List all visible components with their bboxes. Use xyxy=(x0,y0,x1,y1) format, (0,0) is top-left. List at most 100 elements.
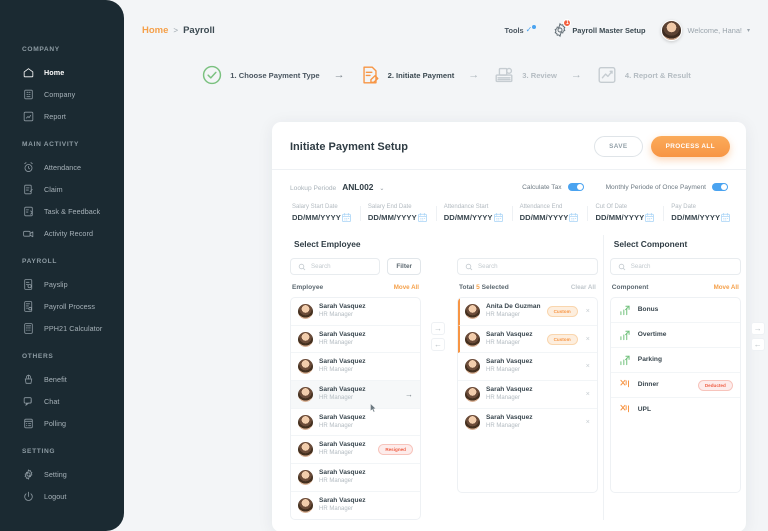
list-item[interactable]: Sarah Vasquez HR Manager × xyxy=(458,353,597,382)
date-field-salary-start-date[interactable]: Salary Start Date DD/MM/YYYY xyxy=(284,204,360,223)
employee-name: Sarah Vasquez xyxy=(319,358,366,366)
sidebar-item-attendance[interactable]: Attendance xyxy=(0,156,124,178)
employee-filter-button[interactable]: Filter xyxy=(387,258,421,275)
list-item[interactable]: Sarah Vasquez HR Manager xyxy=(291,492,420,519)
calendar-icon[interactable] xyxy=(644,212,655,223)
step-2[interactable]: 2. Initiate Payment xyxy=(359,64,454,86)
sidebar-item-benefit[interactable]: Benefit xyxy=(0,368,124,390)
tools-button[interactable]: Tools ✓ xyxy=(505,24,537,35)
benefit-plant-icon xyxy=(22,373,35,386)
sidebar-item-activity-record[interactable]: Activity Record xyxy=(0,222,124,244)
list-item[interactable]: Sarah Vasquez HR Manager xyxy=(291,409,420,437)
calendar-icon[interactable] xyxy=(341,212,352,223)
list-item[interactable]: Sarah Vasquez HR Manager Resigned xyxy=(291,436,420,465)
process-all-button[interactable]: PROCESS ALL xyxy=(650,136,730,157)
toggle-monthly-periode-of-once-payment[interactable]: Monthly Periode of Once Payment xyxy=(606,183,728,191)
avatar xyxy=(465,414,480,430)
move-right-button[interactable]: → xyxy=(750,322,765,335)
sidebar-item-payslip[interactable]: Payslip xyxy=(0,273,124,295)
list-item[interactable]: Sarah Vasquez HR Manager × xyxy=(458,381,597,409)
sidebar-item-chat[interactable]: Chat xyxy=(0,390,124,412)
calendar-icon[interactable] xyxy=(493,212,504,223)
calendar-icon[interactable] xyxy=(417,212,428,223)
toggle-switch[interactable] xyxy=(712,183,728,191)
employee-clear-all-link[interactable]: Clear All xyxy=(570,284,596,291)
date-field-attendance-end[interactable]: Attendance End DD/MM/YYYY xyxy=(511,204,588,223)
sidebar-item-company[interactable]: Company xyxy=(0,83,124,105)
remove-icon[interactable]: × xyxy=(585,363,590,371)
remove-icon[interactable]: × xyxy=(585,307,590,315)
sidebar-item-logout[interactable]: Logout xyxy=(0,485,124,507)
list-item[interactable]: Sarah Vasquez HR Manager Custom × xyxy=(458,325,597,354)
component-move-all-link[interactable]: Move All xyxy=(713,284,739,291)
move-right-icon[interactable]: → xyxy=(405,389,413,399)
list-item[interactable]: Sarah Vasquez HR Manager xyxy=(291,353,420,382)
remove-icon[interactable]: × xyxy=(585,390,590,398)
employee-role: HR Manager xyxy=(486,339,521,346)
toggle-calculate-tax[interactable]: Calculate Tax xyxy=(522,183,584,191)
arrow-right-icon: → xyxy=(333,68,345,81)
date-field-cut-of-date[interactable]: Cut Of Date DD/MM/YYYY xyxy=(587,204,663,223)
payroll-master-setup-button[interactable]: 1 Payroll Master Setup xyxy=(552,19,646,38)
sidebar-item-report[interactable]: Report xyxy=(0,105,124,127)
list-item[interactable]: Anita De Guzman HR Manager Custom × xyxy=(458,298,597,326)
employee-available-list[interactable]: Sarah Vasquez HR Manager Sarah Vasquez HR M… xyxy=(290,297,421,520)
list-item[interactable]: Sarah Vasquez HR Manager × xyxy=(458,409,597,436)
move-left-button[interactable]: ← xyxy=(431,338,445,351)
calendar-icon[interactable] xyxy=(720,212,731,223)
date-field-attendance-start[interactable]: Attendance Start DD/MM/YYYY xyxy=(435,204,512,223)
list-item[interactable]: Bonus xyxy=(610,298,740,323)
payroll-master-setup-label: Payroll Master Setup xyxy=(572,25,646,35)
building-icon xyxy=(22,88,35,101)
date-field-pay-date[interactable]: Pay Date DD/MM/YYYY xyxy=(663,204,739,223)
list-item[interactable]: UPL xyxy=(611,398,740,422)
employee-name: Sarah Vasquez xyxy=(486,330,533,338)
step-3[interactable]: 3. Review xyxy=(493,64,557,86)
card-header: Initiate Payment Setup SAVE PROCESS ALL xyxy=(272,122,746,169)
employee-move-all-link[interactable]: Move All xyxy=(393,284,419,291)
sidebar-item-polling[interactable]: Polling xyxy=(0,412,124,434)
component-search-placeholder: Search xyxy=(630,263,651,270)
list-item[interactable]: Overtime xyxy=(610,323,740,348)
sidebar-item-pph21-calculator[interactable]: PPH21 Calculator xyxy=(0,317,124,339)
employee-search-input[interactable]: Search xyxy=(290,258,381,275)
move-right-button[interactable]: → xyxy=(431,322,445,335)
date-field-value: DD/MM/YYYY xyxy=(443,213,493,222)
remove-icon[interactable]: × xyxy=(585,335,590,343)
lookup-periode-select[interactable]: Lookup Periode ANL002 ⌄ xyxy=(290,182,384,192)
sidebar-item-setting[interactable]: Setting xyxy=(0,463,124,485)
component-name: Bonus xyxy=(637,305,659,313)
sidebar-item-home[interactable]: Home xyxy=(0,61,124,83)
status-badge: Resigned xyxy=(378,444,413,456)
step-4[interactable]: 4. Report & Result xyxy=(596,64,691,86)
user-menu[interactable]: Welcome, Hana! ▾ xyxy=(661,19,750,41)
component-available-list[interactable]: Bonus Overtime Parking Dinner Deducted UPL xyxy=(609,297,741,493)
list-item[interactable]: Dinner Deducted xyxy=(610,373,740,398)
employee-panel: Select Employee Search Filter xyxy=(284,235,604,520)
sidebar-item-task-feedback[interactable]: Task & Feedback xyxy=(0,200,124,222)
list-item[interactable]: Sarah Vasquez HR Manager xyxy=(291,326,420,354)
component-search-input[interactable]: Search xyxy=(609,258,741,275)
dot-icon xyxy=(532,24,537,29)
list-item[interactable]: Parking xyxy=(610,348,740,373)
sidebar-item-label: PPH21 Calculator xyxy=(44,323,103,333)
save-button[interactable]: SAVE xyxy=(594,136,643,157)
list-item[interactable]: Sarah Vasquez HR Manager xyxy=(291,464,420,492)
breadcrumb-home[interactable]: Home xyxy=(142,24,169,36)
step-1[interactable]: 1. Choose Payment Type xyxy=(201,64,320,86)
employee-selected-list[interactable]: Anita De Guzman HR Manager Custom × Sarah Va… xyxy=(457,297,598,493)
list-item[interactable]: Sarah Vasquez HR Manager xyxy=(291,298,420,326)
sidebar-item-payroll-process[interactable]: Payroll Process xyxy=(0,295,124,317)
calendar-icon[interactable] xyxy=(568,212,579,223)
remove-icon[interactable]: × xyxy=(585,418,590,426)
sidebar-item-claim[interactable]: Claim xyxy=(0,178,124,200)
employee-selected-search-input[interactable]: Search xyxy=(457,258,598,275)
list-item[interactable]: Sarah Vasquez HR Manager → xyxy=(291,381,420,413)
employee-transfer-arrows: → ← xyxy=(431,258,447,351)
move-left-button[interactable]: ← xyxy=(750,338,765,351)
employee-list-head: Employee Move All xyxy=(290,275,421,297)
toggle-switch[interactable] xyxy=(567,183,584,191)
lookup-row: Lookup Periode ANL002 ⌄ Calculate Tax Mon… xyxy=(272,170,746,198)
date-field-salary-end-date[interactable]: Salary End Date DD/MM/YYYY xyxy=(359,204,436,223)
employee-name: Sarah Vasquez xyxy=(319,469,366,477)
